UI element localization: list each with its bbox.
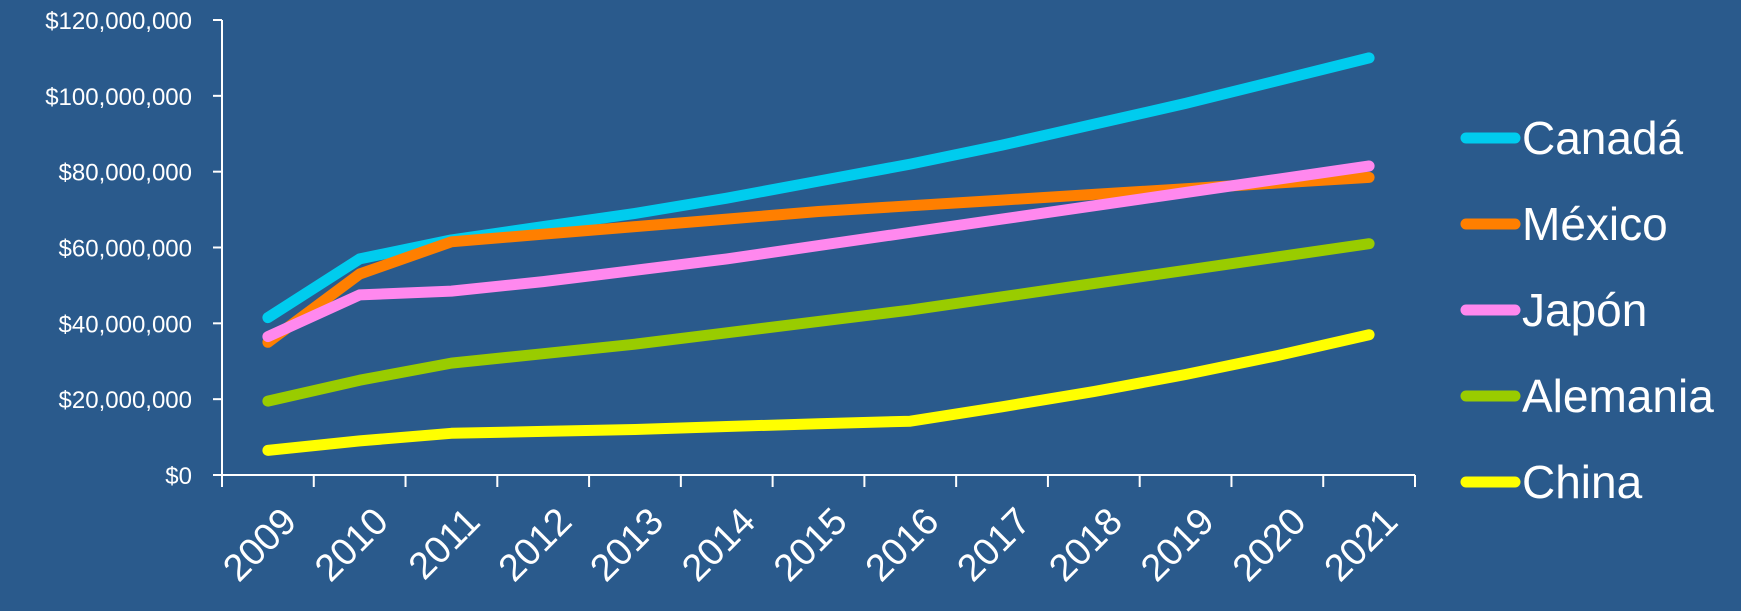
y-tick-label: $40,000,000 xyxy=(59,311,192,338)
legend-label: Alemania xyxy=(1522,370,1714,422)
series-line-2 xyxy=(262,160,1375,343)
series-line-4 xyxy=(262,329,1375,456)
chart-axes: $0 $20,000,000 $40,000,000 $60,000,000 $80,0… xyxy=(45,8,1416,590)
y-tick-label: $100,000,000 xyxy=(45,84,192,111)
y-tick-label: $0 xyxy=(165,463,192,490)
legend-label: China xyxy=(1522,456,1643,508)
y-tick-label: $80,000,000 xyxy=(59,160,192,187)
legend-label: Japón xyxy=(1522,284,1647,336)
legend-label: Canadá xyxy=(1522,112,1684,164)
legend-label: México xyxy=(1522,198,1668,250)
series-lines xyxy=(262,52,1375,456)
series-line-3 xyxy=(262,238,1375,407)
chart-legend: Canadá México Japón Alemania China xyxy=(1460,112,1714,508)
y-tick-label: $20,000,000 xyxy=(59,387,192,414)
y-tick-label: $60,000,000 xyxy=(59,236,192,263)
y-tick-label: $120,000,000 xyxy=(45,8,192,35)
